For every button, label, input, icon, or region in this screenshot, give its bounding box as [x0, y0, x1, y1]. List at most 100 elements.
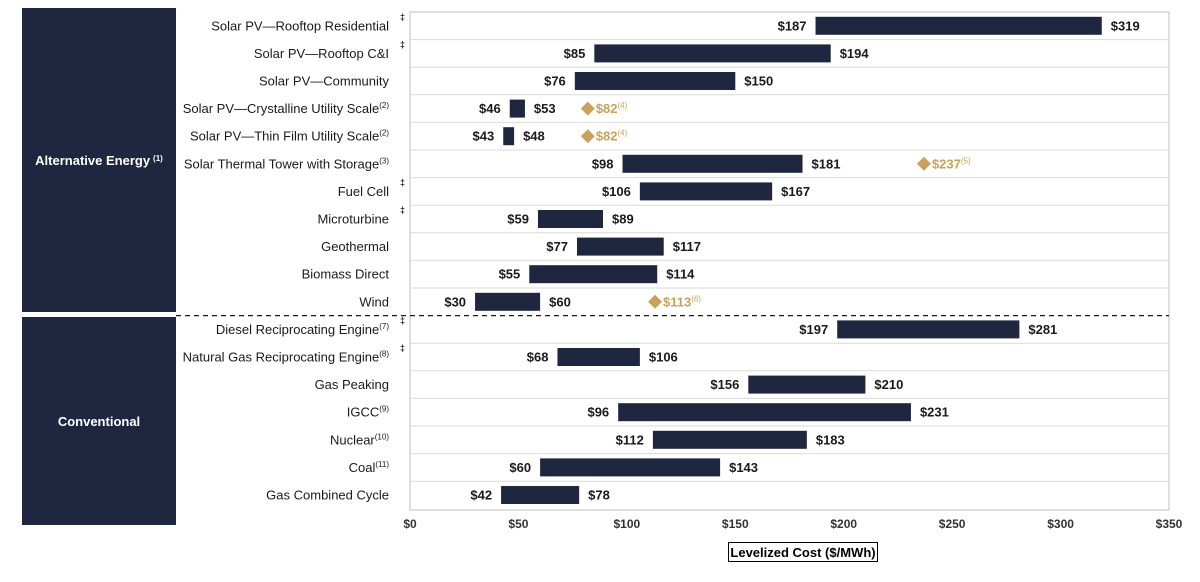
low-value-label: $76 — [544, 74, 566, 89]
high-value-label: $150 — [744, 74, 773, 89]
x-axis-label-text: Levelized Cost ($/MWh) — [730, 544, 876, 560]
category-label: Natural Gas Reciprocating Engine(8) — [183, 350, 390, 365]
diamond-marker — [648, 294, 663, 309]
high-value-label: $183 — [816, 432, 845, 447]
category-label-footnote: (7) — [379, 322, 389, 331]
range-bar — [748, 375, 866, 394]
range-bar — [622, 154, 803, 173]
range-bar — [618, 403, 911, 422]
diamond-marker — [916, 156, 931, 171]
high-value-label: $210 — [874, 377, 903, 392]
group-panel-conventional: Conventional — [22, 317, 176, 525]
dagger-mark: ‡ — [400, 315, 405, 325]
high-value-label: $60 — [549, 294, 571, 309]
low-value-label: $42 — [470, 488, 492, 503]
category-label-text: Gas Combined Cycle — [266, 488, 389, 503]
category-label-text: IGCC — [347, 405, 380, 420]
marker-value-footnote: (4) — [618, 101, 628, 110]
low-value-label: $46 — [479, 101, 501, 116]
range-bar — [576, 237, 664, 256]
x-tick-label: $300 — [1047, 517, 1074, 531]
dagger-mark: ‡ — [400, 177, 405, 187]
low-value-label: $156 — [710, 377, 739, 392]
category-label-footnote: (2) — [379, 129, 389, 138]
low-value-label: $60 — [509, 460, 531, 475]
low-value-label: $30 — [444, 294, 466, 309]
category-label-text: Solar Thermal Tower with Storage — [184, 156, 379, 171]
marker-value-footnote: (6) — [691, 294, 701, 303]
category-label-text: Biomass Direct — [302, 267, 390, 282]
category-label-footnote: (10) — [375, 432, 390, 441]
category-label: Solar PV—Rooftop Residential — [211, 18, 389, 33]
category-label-text: Microturbine — [317, 212, 389, 227]
group-panel-alternative-energy: Alternative Energy (1) — [22, 8, 176, 312]
x-axis-label: Levelized Cost ($/MWh) — [728, 542, 878, 562]
category-label: Solar PV—Community — [259, 74, 390, 89]
range-bar — [537, 210, 604, 228]
category-label-text: Fuel Cell — [338, 184, 389, 199]
low-value-label: $96 — [587, 405, 609, 420]
high-value-label: $78 — [588, 488, 610, 503]
marker-value-text: $113 — [663, 294, 691, 309]
range-bar — [652, 430, 807, 449]
range-bar — [639, 182, 773, 201]
x-tick-label: $0 — [403, 517, 417, 531]
category-label-text: Diesel Reciprocating Engine — [216, 322, 379, 337]
category-label-footnote: (3) — [379, 156, 389, 165]
group-label-alternative-energy: Alternative Energy — [35, 152, 151, 168]
range-bar — [509, 99, 525, 118]
category-label: Wind — [359, 294, 389, 309]
high-value-label: $143 — [729, 460, 758, 475]
range-bar — [815, 16, 1102, 35]
category-label: Gas Combined Cycle — [266, 488, 389, 503]
low-value-label: $106 — [602, 184, 631, 199]
dagger-mark: ‡ — [400, 39, 405, 49]
low-value-label: $43 — [473, 129, 495, 144]
x-tick-label: $200 — [830, 517, 857, 531]
marker-value-label: $82(4) — [596, 129, 628, 144]
low-value-label: $59 — [507, 212, 529, 227]
marker-value-text: $82 — [596, 129, 618, 144]
range-bar — [529, 265, 658, 284]
category-label: Solar PV—Rooftop C&I — [254, 46, 389, 61]
x-tick-label: $250 — [939, 517, 966, 531]
low-value-label: $98 — [592, 156, 614, 171]
category-label: Geothermal — [321, 239, 389, 254]
high-value-label: $114 — [666, 267, 695, 282]
marker-value-label: $237(5) — [932, 156, 971, 171]
category-label-text: Geothermal — [321, 239, 389, 254]
x-tick-label: $150 — [722, 517, 749, 531]
low-value-label: $77 — [546, 239, 568, 254]
marker-value-footnote: (4) — [618, 129, 628, 138]
category-label-text: Nuclear — [330, 432, 375, 447]
high-value-label: $281 — [1028, 322, 1057, 337]
range-bar — [503, 127, 515, 146]
range-bar — [557, 348, 640, 366]
low-value-label: $187 — [778, 18, 807, 33]
category-label-footnote: (9) — [379, 405, 389, 414]
plot-frame — [409, 11, 1170, 511]
marker-value-text: $82 — [596, 101, 618, 116]
high-value-label: $231 — [920, 405, 949, 420]
high-value-label: $53 — [534, 101, 556, 116]
marker-value-text: $237 — [932, 156, 961, 171]
category-label: Coal(11) — [349, 460, 390, 475]
category-label: Diesel Reciprocating Engine(7) — [216, 322, 389, 337]
category-label: Solar Thermal Tower with Storage(3) — [184, 156, 389, 171]
range-bar — [837, 320, 1020, 339]
category-label: Solar PV—Thin Film Utility Scale(2) — [190, 129, 389, 144]
category-label: Nuclear(10) — [330, 432, 389, 447]
category-label-text: Solar PV—Rooftop Residential — [211, 18, 389, 33]
range-bar — [501, 486, 580, 504]
category-label-text: Solar PV—Crystalline Utility Scale — [183, 101, 380, 116]
category-label-text: Solar PV—Thin Film Utility Scale — [190, 129, 379, 144]
group-label-conventional: Conventional — [57, 413, 141, 429]
high-value-label: $181 — [812, 156, 841, 171]
low-value-label: $197 — [799, 322, 828, 337]
category-label: Biomass Direct — [302, 267, 390, 282]
x-tick-label: $50 — [508, 517, 528, 531]
category-label: Microturbine — [317, 212, 389, 227]
high-value-label: $117 — [673, 239, 701, 254]
category-label: IGCC(9) — [347, 405, 390, 420]
category-label-footnote: (11) — [375, 460, 389, 469]
